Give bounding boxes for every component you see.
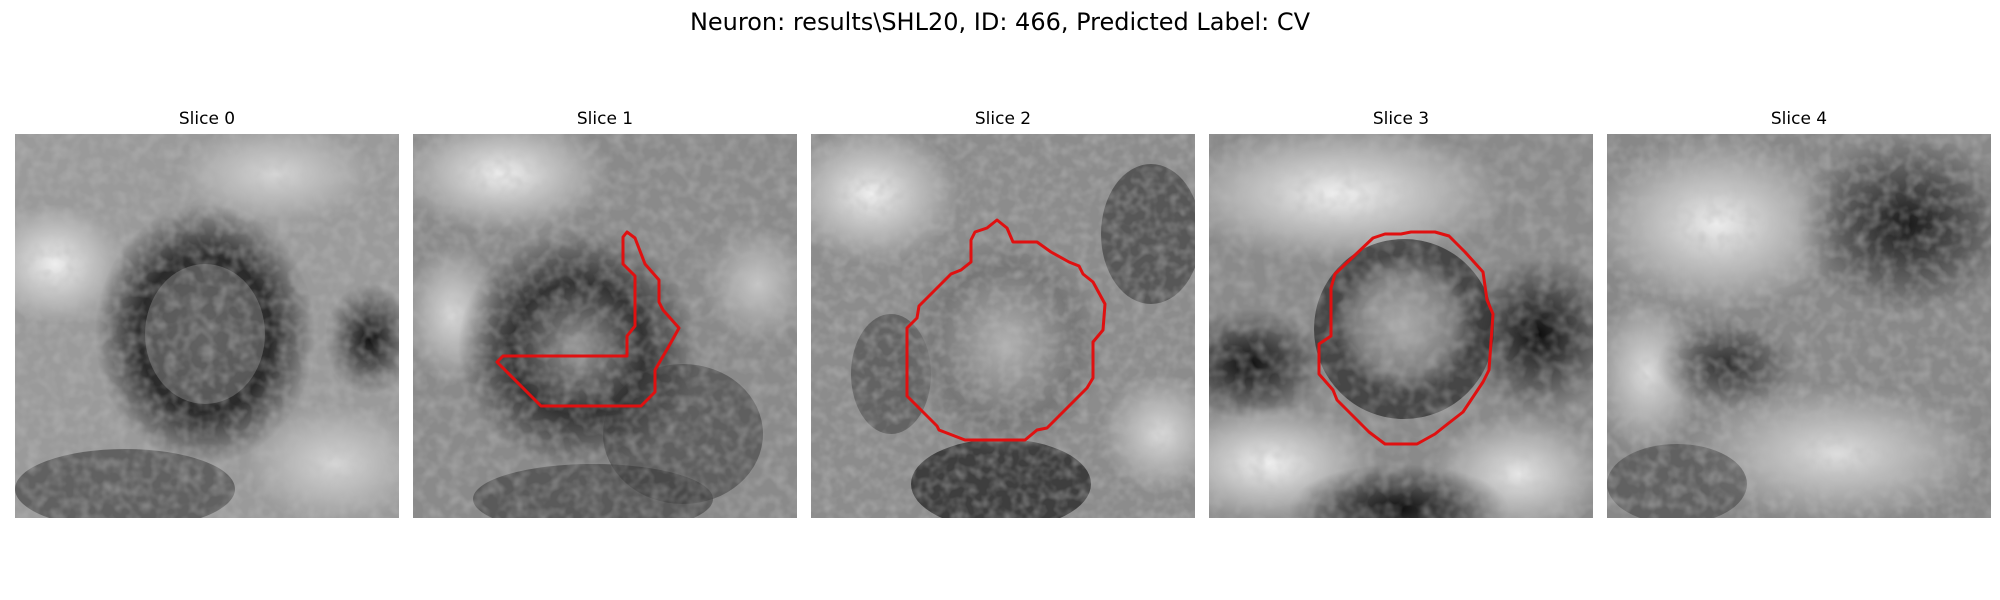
- slice-4-canvas: [1607, 134, 1991, 518]
- slice-3-canvas: [1209, 134, 1593, 518]
- slice-3-contour: [1317, 230, 1495, 446]
- figure-title: Neuron: results\SHL20, ID: 466, Predicte…: [689, 8, 1311, 36]
- slice-1-title: Slice 1: [576, 109, 634, 129]
- slice-3-title: Slice 3: [1372, 109, 1430, 129]
- slice-2-contour: [905, 218, 1107, 442]
- slice-3-image: [1209, 134, 1593, 518]
- slice-1-canvas: [413, 134, 797, 518]
- slice-4-image: [1607, 134, 1991, 518]
- slice-2-title: Slice 2: [974, 109, 1032, 129]
- slice-0-canvas: [15, 134, 399, 518]
- slice-2-image: [811, 134, 1195, 518]
- slice-2-canvas: [811, 134, 1195, 518]
- slice-1-contour: [495, 230, 681, 408]
- slice-0-title: Slice 0: [178, 109, 236, 129]
- slice-1-image: [413, 134, 797, 518]
- slice-0-image: [15, 134, 399, 518]
- slice-4-title: Slice 4: [1770, 109, 1828, 129]
